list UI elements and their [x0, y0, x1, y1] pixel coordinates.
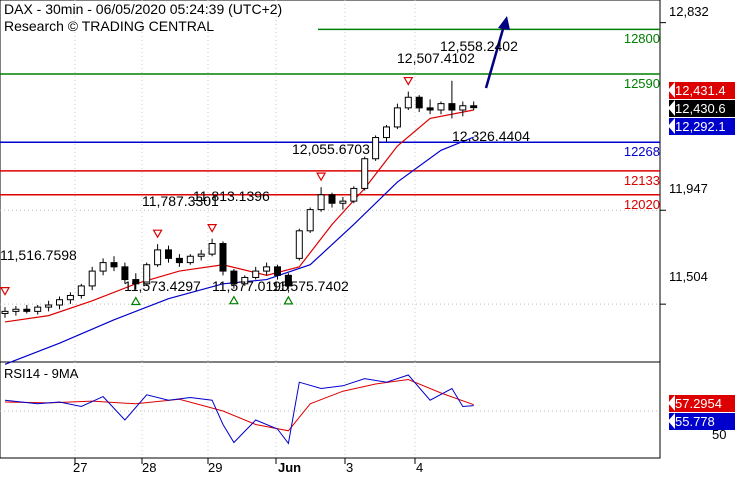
price-annotation: 11,787.3301 — [142, 193, 219, 209]
candle-body — [393, 107, 401, 128]
candle-body — [263, 266, 271, 272]
peak-marker — [316, 172, 327, 182]
date-label: 3 — [346, 460, 354, 475]
candle-body — [404, 96, 412, 109]
candle-body — [56, 299, 63, 306]
price-annotation: 12,326.4404 — [452, 128, 530, 144]
candle-body — [143, 264, 151, 285]
candle-body — [361, 158, 369, 189]
markers — [0, 76, 414, 306]
trough-marker — [283, 295, 294, 305]
price-annotation: 11,573.4297 — [124, 278, 201, 294]
last-price-tag: 12,431.4 — [669, 82, 735, 99]
candle-body — [165, 249, 172, 259]
candle-body — [45, 304, 53, 308]
chart-title: DAX - 30min - 06/05/2020 05:24:39 (UTC+2… — [4, 1, 283, 17]
rsi-value-tag: 55.778 — [669, 413, 735, 430]
candle-body — [121, 266, 129, 281]
candle-body — [437, 103, 445, 111]
candle-body — [99, 262, 107, 272]
candle-body — [132, 279, 140, 285]
candle-body — [77, 285, 85, 296]
date-label: 27 — [73, 460, 88, 475]
candle-body — [470, 105, 478, 109]
rsi-panel-frame — [0, 361, 661, 459]
candle-body — [383, 126, 390, 139]
candle-body — [66, 294, 74, 301]
date-label: 28 — [142, 460, 157, 475]
candle-body — [372, 137, 380, 160]
candle-body — [241, 276, 249, 285]
trough-marker — [130, 296, 141, 306]
date-label: 4 — [416, 460, 424, 475]
candle-body — [328, 194, 336, 204]
candle-body — [339, 200, 347, 204]
level-label: 12590 — [623, 75, 660, 91]
peak-marker — [207, 224, 218, 233]
price-annotation: 12,055.6703 — [292, 141, 370, 157]
candle-body — [1, 310, 9, 314]
candle-body — [415, 96, 423, 109]
candle-body — [23, 308, 31, 312]
candle-body — [219, 243, 227, 272]
candle-body — [12, 308, 20, 312]
close-price-tag: 12,430.6 — [669, 100, 735, 117]
level-label: 12020 — [623, 196, 660, 212]
price-annotation: 12,558.2402 — [440, 38, 518, 54]
candle-body — [154, 249, 162, 266]
candles — [1, 80, 478, 318]
grid — [0, 0, 660, 458]
rsi-axis-label: 50 — [712, 427, 727, 442]
price-annotation: 11,516.7598 — [0, 247, 77, 263]
candle-body — [274, 266, 281, 276]
level-lines — [0, 28, 660, 196]
date-label: 29 — [208, 460, 223, 475]
ma-price-tag: 12,292.1 — [669, 118, 735, 135]
peak-marker — [403, 76, 414, 86]
candle-body — [230, 270, 238, 285]
candle-body — [34, 306, 42, 312]
date-label: Jun — [278, 460, 302, 475]
candle-body — [110, 262, 118, 268]
ma-slow-line — [4, 136, 474, 365]
candle-body — [317, 194, 325, 211]
candle-body — [208, 243, 216, 255]
price-annotation: 11,575.7402 — [272, 278, 349, 294]
trough-marker — [228, 295, 239, 305]
level-label: 12268 — [623, 144, 660, 160]
peak-marker — [0, 287, 11, 296]
candle-body — [88, 270, 96, 287]
candle-body — [448, 103, 456, 111]
chart-source: Research © TRADING CENTRAL — [4, 18, 214, 34]
price-panel-frame — [0, 0, 661, 363]
candle-body — [459, 105, 467, 111]
candle-body — [197, 253, 205, 257]
level-label: 12800 — [623, 31, 660, 47]
price-axis-label: 12,832 — [669, 4, 709, 19]
price-annotation: 11,577.0195 — [212, 278, 289, 294]
rsi-line — [4, 374, 474, 445]
level-label: 12133 — [623, 172, 660, 188]
candle-body — [252, 270, 260, 278]
axis-ticks — [74, 22, 666, 464]
candle-body — [306, 209, 314, 232]
price-axis-label: 11,947 — [669, 181, 708, 196]
rsi-ma-line — [4, 378, 474, 432]
candle-body — [295, 230, 303, 259]
rsi-title: RSI14 - 9MA — [4, 366, 79, 381]
candle-body — [350, 187, 358, 202]
candle-body — [186, 255, 194, 264]
price-annotation: 11,813.1396 — [193, 188, 270, 204]
price-annotation: 12,507.4102 — [397, 50, 475, 66]
rsi-lines — [0, 374, 660, 445]
candle-body — [284, 274, 292, 287]
candle-body — [175, 257, 183, 264]
price-axis-label: 11,504 — [669, 269, 708, 284]
rsi-ma-tag: 57.2954 — [669, 395, 735, 412]
peak-marker — [152, 229, 163, 239]
candle-body — [426, 107, 434, 111]
projection-arrow — [484, 16, 510, 89]
